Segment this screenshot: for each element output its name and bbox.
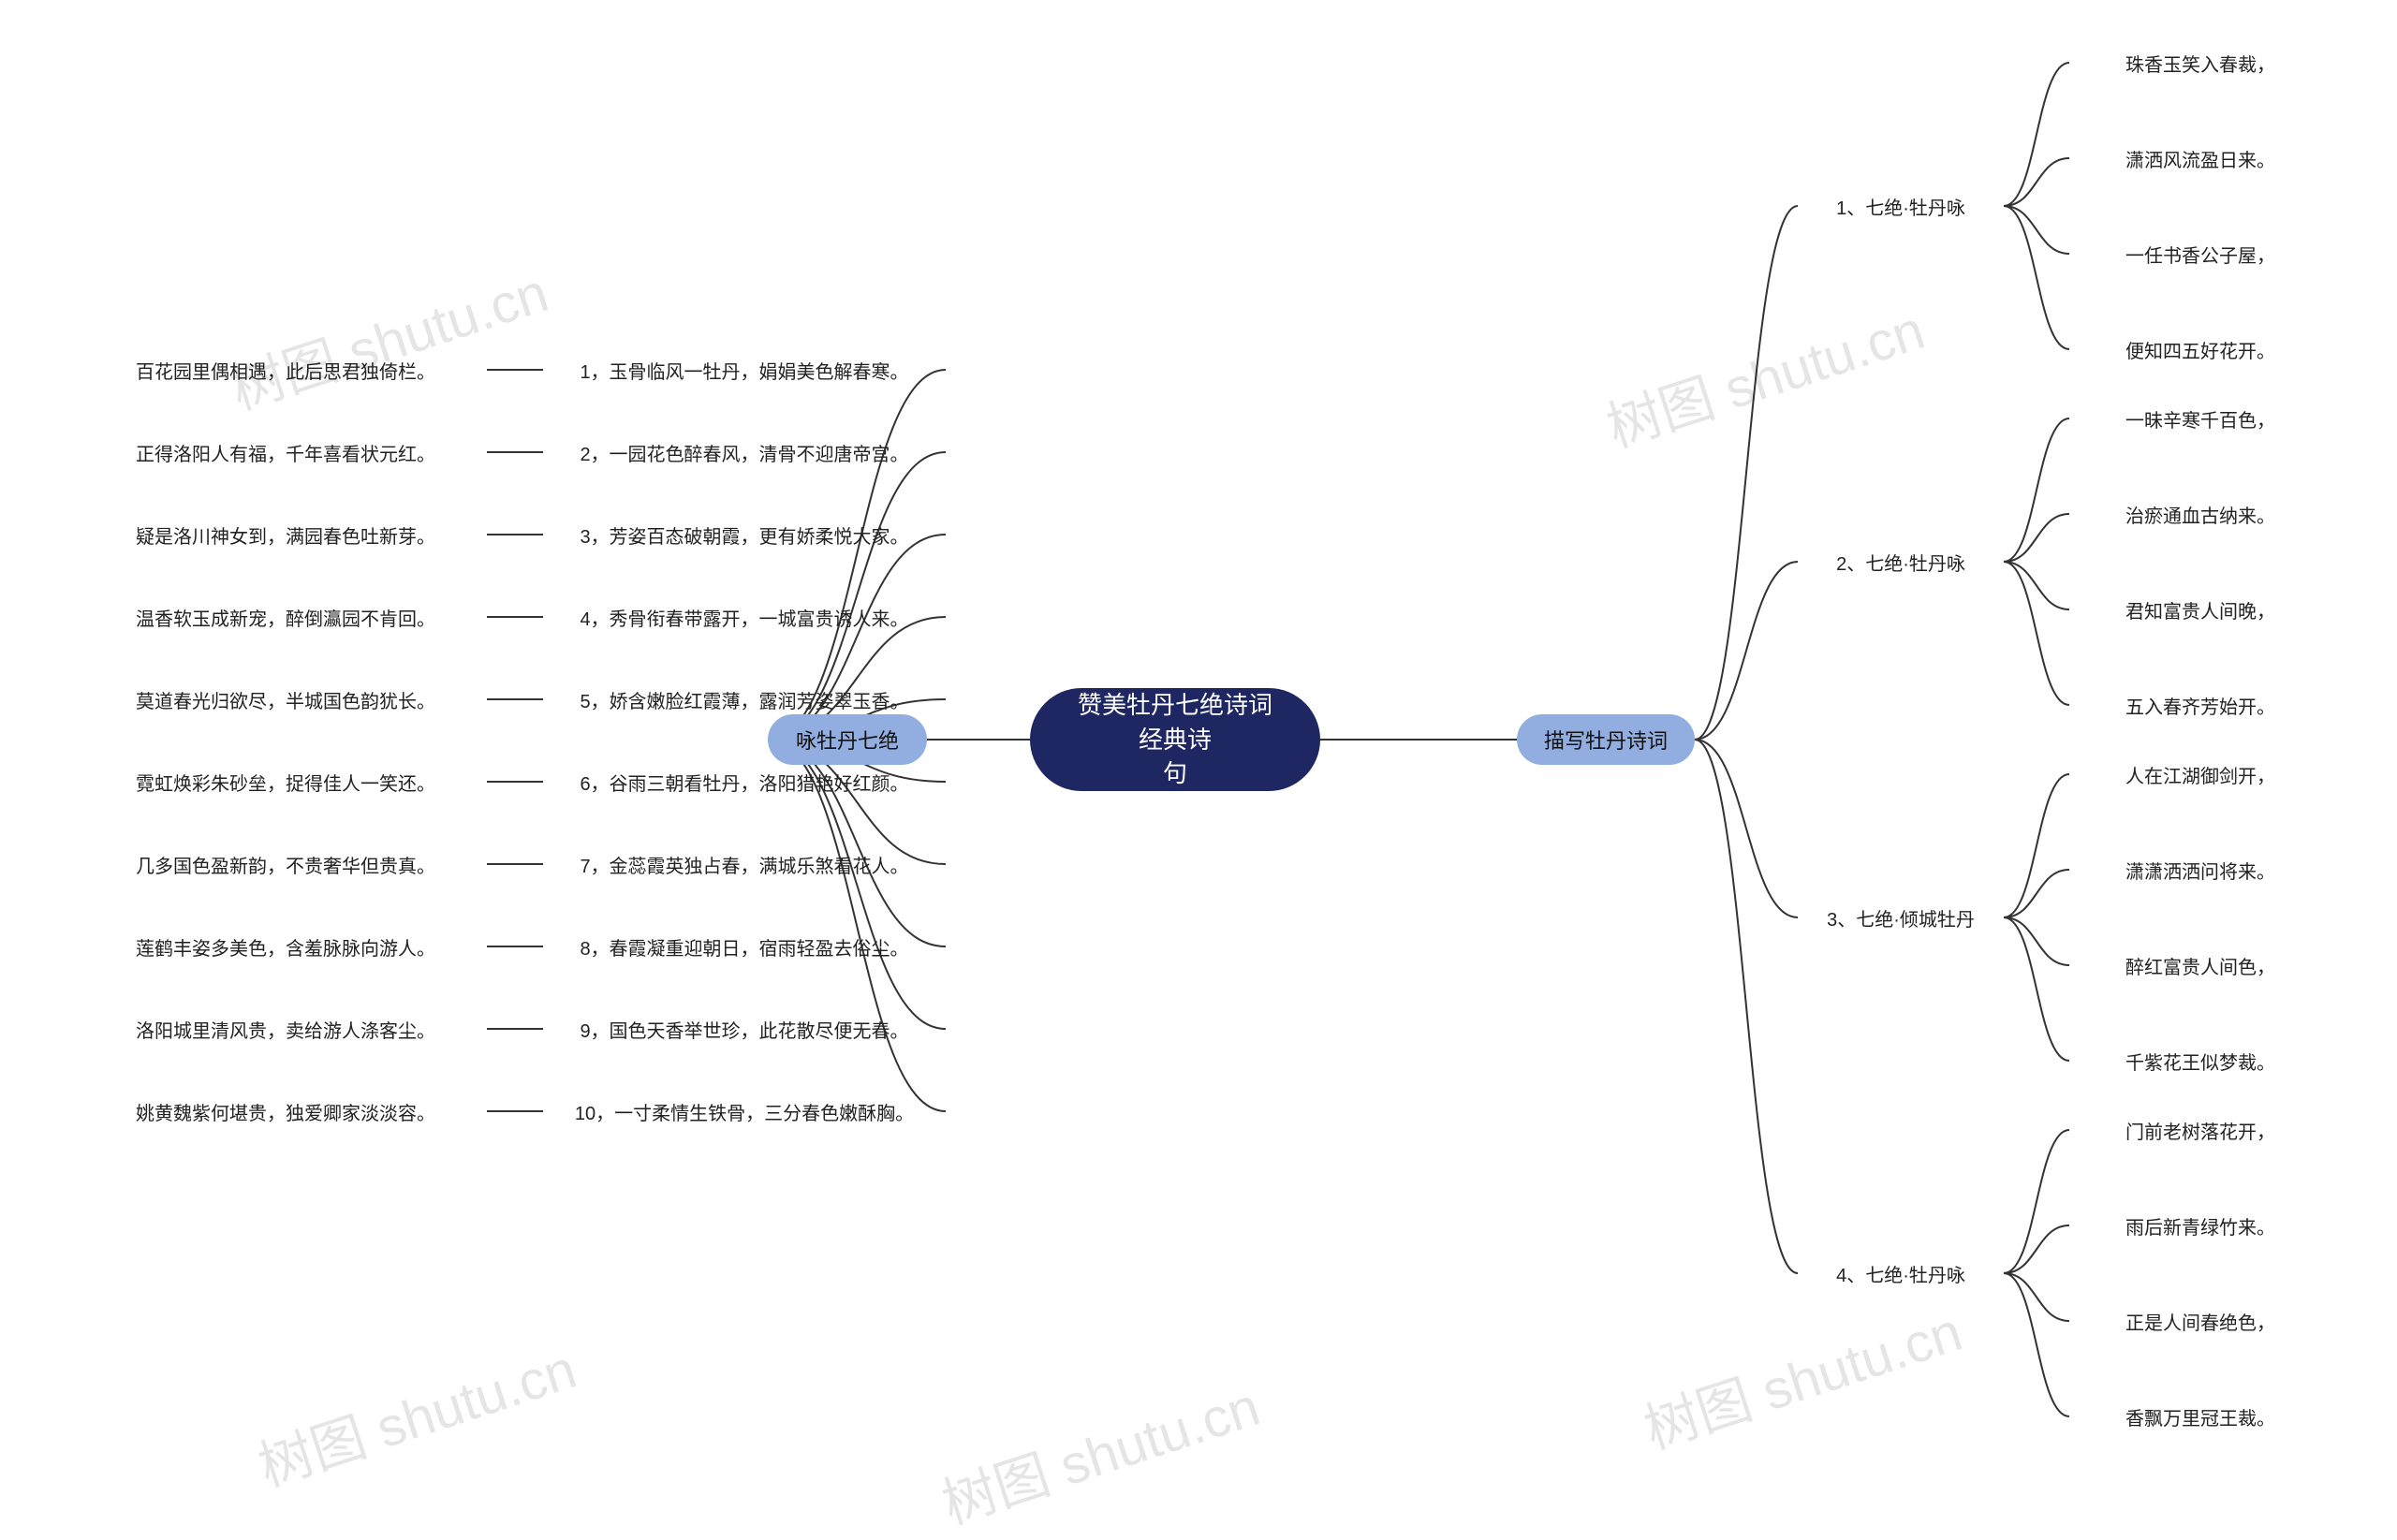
right-branch: 描写牡丹诗词 <box>1517 714 1695 765</box>
left-l2-text-10: 10，一寸柔情生铁骨，三分春色嫩酥胸。 <box>575 1098 914 1125</box>
right-line-text-4-2: 雨后新青绿竹来。 <box>2125 1212 2275 1239</box>
right-line-text-4-1: 门前老树落花开， <box>2125 1117 2275 1144</box>
right-line-text-3-3: 醉红富贵人间色， <box>2125 952 2275 979</box>
right-line-text-4-4: 香飘万里冠王裁。 <box>2125 1403 2275 1430</box>
watermark: 树图 shutu.cn <box>931 1363 1268 1539</box>
right-line-3-2: 潇潇洒洒问将来。 <box>2069 854 2331 886</box>
right-line-1-4: 便知四五好花开。 <box>2069 333 2331 365</box>
left-l3-text-10: 姚黄魏紫何堪贵，独爱卿家淡淡容。 <box>136 1098 435 1125</box>
left-l2-5: 5，娇含嫩脸红霞薄，露润芳姿翠玉香。 <box>543 683 946 715</box>
left-l2-2: 2，一园花色醉春风，清骨不迎唐帝宫。 <box>543 436 946 468</box>
center-line2: 句 <box>1163 759 1187 787</box>
left-l3-5: 莫道春光归欲尽，半城国色韵犹长。 <box>84 683 487 715</box>
left-l2-4: 4，秀骨衔春带露开，一城富贵诱人来。 <box>543 601 946 633</box>
left-l3-1: 百花园里偶相遇，此后思君独倚栏。 <box>84 354 487 386</box>
left-l2-1: 1，玉骨临风一牡丹，娟娟美色解春寒。 <box>543 354 946 386</box>
left-l3-8: 莲鹤丰姿多美色，含羞脉脉向游人。 <box>84 931 487 962</box>
left-l2-text-5: 5，娇含嫩脸红霞薄，露润芳姿翠玉香。 <box>580 686 908 713</box>
right-title-3: 3、七绝·倾城牡丹 <box>1798 902 2004 933</box>
left-l2-9: 9，国色天香举世珍，此花散尽便无春。 <box>543 1013 946 1045</box>
right-line-text-1-3: 一任书香公子屋， <box>2125 241 2275 268</box>
right-title-2: 2、七绝·牡丹咏 <box>1798 546 2004 578</box>
right-line-1-2: 潇洒风流盈日来。 <box>2069 142 2331 174</box>
right-line-text-4-3: 正是人间春绝色， <box>2125 1308 2275 1335</box>
center-node: 赞美牡丹七绝诗词经典诗 句 <box>1030 688 1320 791</box>
left-l2-text-1: 1，玉骨临风一牡丹，娟娟美色解春寒。 <box>580 357 908 384</box>
left-l2-7: 7，金蕊霞英独占春，满城乐煞看花人。 <box>543 848 946 880</box>
left-l3-text-5: 莫道春光归欲尽，半城国色韵犹长。 <box>136 686 435 713</box>
left-l3-3: 疑是洛川神女到，满园春色吐新芽。 <box>84 519 487 550</box>
left-branch: 咏牡丹七绝 <box>768 714 927 765</box>
right-line-2-2: 治瘀通血古纳来。 <box>2069 498 2331 530</box>
watermark: 树图 shutu.cn <box>1633 1288 1970 1464</box>
right-line-1-3: 一任书香公子屋， <box>2069 238 2331 270</box>
left-l2-6: 6，谷雨三朝看牡丹，洛阳猎艳好红颜。 <box>543 766 946 798</box>
right-line-4-1: 门前老树落花开， <box>2069 1114 2331 1146</box>
right-line-text-3-2: 潇潇洒洒问将来。 <box>2125 857 2275 884</box>
right-line-text-3-4: 千紫花王似梦裁。 <box>2125 1048 2275 1075</box>
right-title-text-3: 3、七绝·倾城牡丹 <box>1827 904 1975 931</box>
left-l2-text-3: 3，芳姿百态破朝霞，更有娇柔悦大家。 <box>580 521 908 549</box>
watermark: 树图 shutu.cn <box>247 1326 584 1502</box>
right-title-4: 4、七绝·牡丹咏 <box>1798 1257 2004 1289</box>
watermark: 树图 shutu.cn <box>1596 286 1933 462</box>
left-l3-text-2: 正得洛阳人有福，千年喜看状元红。 <box>136 439 435 466</box>
right-line-3-3: 醉红富贵人间色， <box>2069 949 2331 981</box>
right-line-3-1: 人在江湖御剑开， <box>2069 758 2331 790</box>
left-l2-text-6: 6，谷雨三朝看牡丹，洛阳猎艳好红颜。 <box>580 769 908 796</box>
left-l3-text-7: 几多国色盈新韵，不贵奢华但贵真。 <box>136 851 435 878</box>
right-title-text-2: 2、七绝·牡丹咏 <box>1836 549 1965 576</box>
left-l3-7: 几多国色盈新韵，不贵奢华但贵真。 <box>84 848 487 880</box>
center-line1: 赞美牡丹七绝诗词经典诗 <box>1078 691 1272 753</box>
mindmap-canvas: 赞美牡丹七绝诗词经典诗 句 咏牡丹七绝 描写牡丹诗词 1，玉骨临风一牡丹，娟娟美色解… <box>0 0 2397 1540</box>
left-branch-label: 咏牡丹七绝 <box>796 725 899 755</box>
right-line-text-1-2: 潇洒风流盈日来。 <box>2125 145 2275 172</box>
left-l2-8: 8，春霞凝重迎朝日，宿雨轻盈去俗尘。 <box>543 931 946 962</box>
left-l2-text-7: 7，金蕊霞英独占春，满城乐煞看花人。 <box>580 851 908 878</box>
right-line-text-2-2: 治瘀通血古纳来。 <box>2125 501 2275 528</box>
left-l3-10: 姚黄魏紫何堪贵，独爱卿家淡淡容。 <box>84 1095 487 1127</box>
left-l3-6: 霓虹焕彩朱砂垒，捉得佳人一笑还。 <box>84 766 487 798</box>
left-l3-text-8: 莲鹤丰姿多美色，含羞脉脉向游人。 <box>136 933 435 961</box>
left-l2-3: 3，芳姿百态破朝霞，更有娇柔悦大家。 <box>543 519 946 550</box>
left-l2-text-8: 8，春霞凝重迎朝日，宿雨轻盈去俗尘。 <box>580 933 908 961</box>
right-line-3-4: 千紫花王似梦裁。 <box>2069 1045 2331 1077</box>
right-line-2-1: 一昧辛寒千百色， <box>2069 403 2331 434</box>
right-line-text-2-1: 一昧辛寒千百色， <box>2125 405 2275 433</box>
left-l3-2: 正得洛阳人有福，千年喜看状元红。 <box>84 436 487 468</box>
right-line-2-4: 五入春齐芳始开。 <box>2069 689 2331 721</box>
left-l2-text-2: 2，一园花色醉春风，清骨不迎唐帝宫。 <box>580 439 908 466</box>
right-title-text-1: 1、七绝·牡丹咏 <box>1836 193 1965 220</box>
left-l3-text-4: 温香软玉成新宠，醉倒瀛园不肯回。 <box>136 604 435 631</box>
right-line-text-2-4: 五入春齐芳始开。 <box>2125 692 2275 719</box>
right-line-text-2-3: 君知富贵人间晚， <box>2125 596 2275 623</box>
left-l3-text-3: 疑是洛川神女到，满园春色吐新芽。 <box>136 521 435 549</box>
right-line-text-3-1: 人在江湖御剑开， <box>2125 761 2275 788</box>
right-title-text-4: 4、七绝·牡丹咏 <box>1836 1260 1965 1287</box>
right-line-4-3: 正是人间春绝色， <box>2069 1305 2331 1337</box>
right-branch-label: 描写牡丹诗词 <box>1544 725 1668 755</box>
left-l2-10: 10，一寸柔情生铁骨，三分春色嫩酥胸。 <box>543 1095 946 1127</box>
left-l3-text-6: 霓虹焕彩朱砂垒，捉得佳人一笑还。 <box>136 769 435 796</box>
left-l3-9: 洛阳城里清风贵，卖给游人涤客尘。 <box>84 1013 487 1045</box>
watermark: 树图 shutu.cn <box>219 249 556 425</box>
left-l3-text-9: 洛阳城里清风贵，卖给游人涤客尘。 <box>136 1016 435 1043</box>
left-l2-text-4: 4，秀骨衔春带露开，一城富贵诱人来。 <box>580 604 908 631</box>
right-line-2-3: 君知富贵人间晚， <box>2069 594 2331 625</box>
right-line-1-1: 珠香玉笑入春裁， <box>2069 47 2331 79</box>
left-l3-text-1: 百花园里偶相遇，此后思君独倚栏。 <box>136 357 435 384</box>
right-line-text-1-4: 便知四五好花开。 <box>2125 336 2275 363</box>
right-line-4-4: 香飘万里冠王裁。 <box>2069 1401 2331 1432</box>
right-line-text-1-1: 珠香玉笑入春裁， <box>2125 50 2275 77</box>
left-l3-4: 温香软玉成新宠，醉倒瀛园不肯回。 <box>84 601 487 633</box>
right-title-1: 1、七绝·牡丹咏 <box>1798 190 2004 222</box>
right-line-4-2: 雨后新青绿竹来。 <box>2069 1210 2331 1241</box>
left-l2-text-9: 9，国色天香举世珍，此花散尽便无春。 <box>580 1016 908 1043</box>
